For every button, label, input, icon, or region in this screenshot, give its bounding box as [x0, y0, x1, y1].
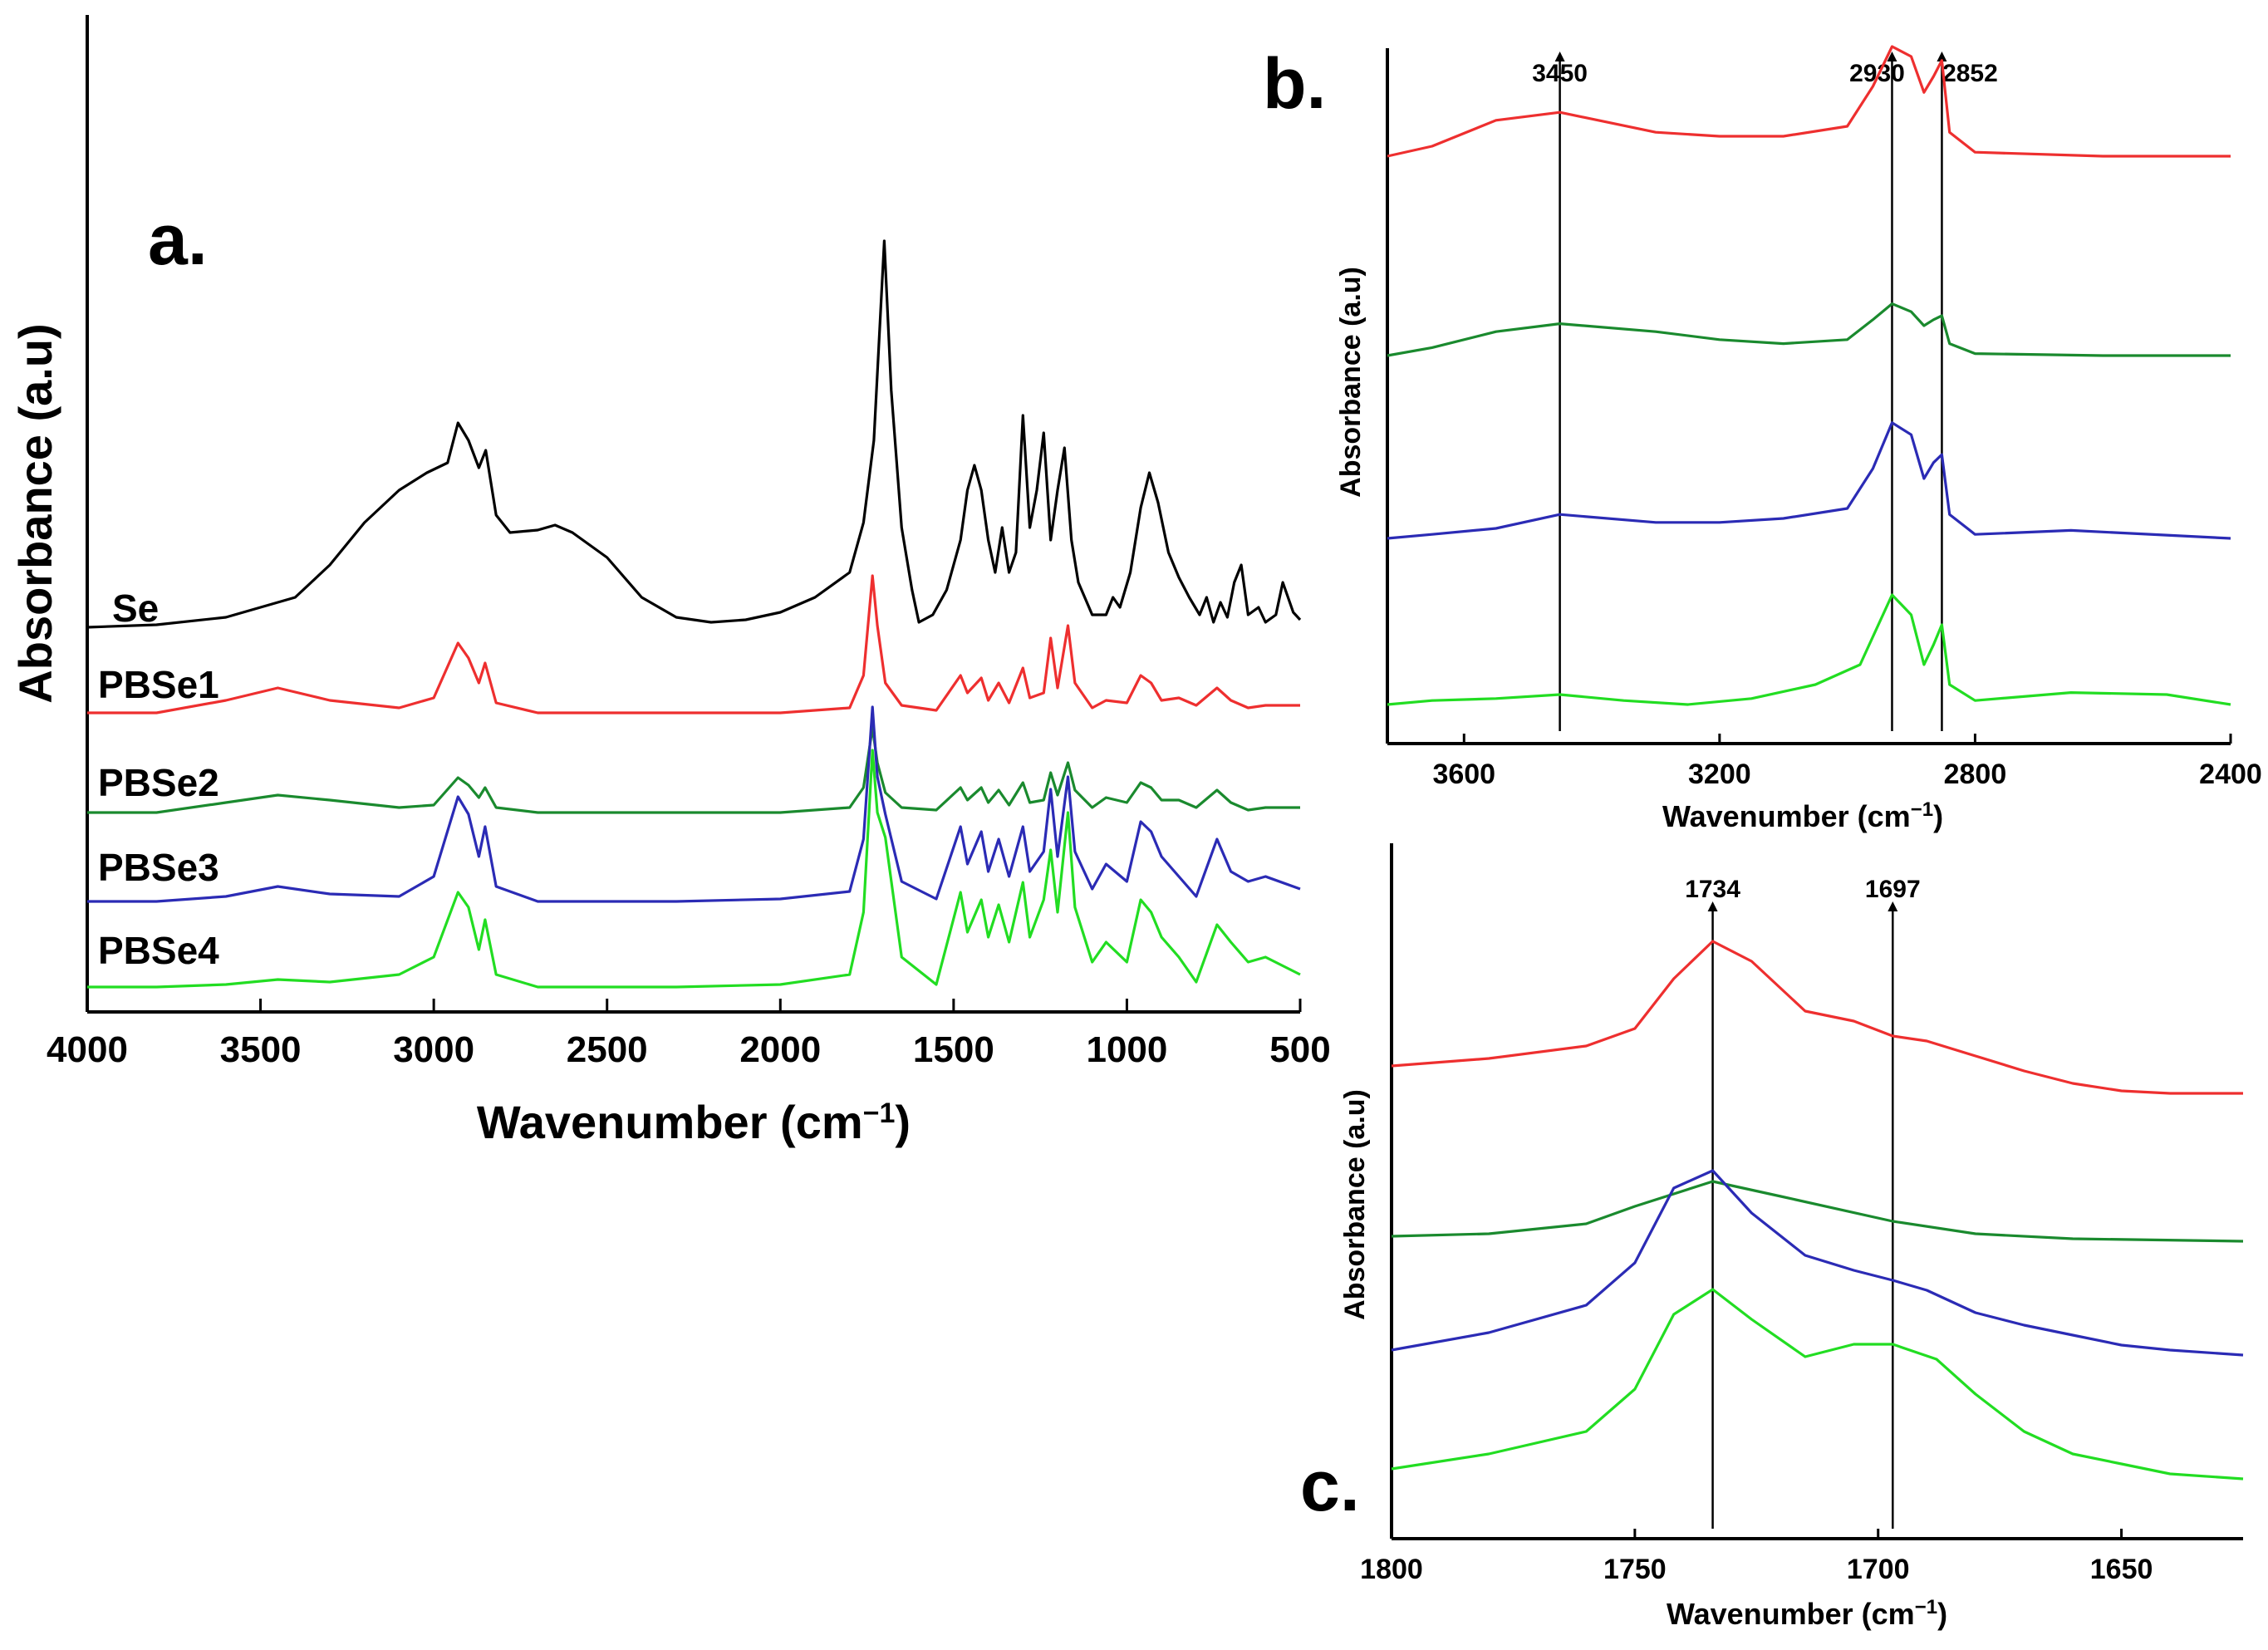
panel-a-y-label: Absorbance (a.u): [9, 323, 61, 703]
panel-c-peak-label-1734: 1734: [1685, 876, 1740, 903]
panel-c-plot: 1800 1750 1700 1650 1734 1697 c. Wavenumber …: [1300, 843, 2244, 1632]
panel-b-peak-label-2930: 2930: [1849, 60, 1905, 87]
panel-a-traces: [86, 239, 1302, 989]
panel-c-trace-pbse3: [1391, 1169, 2244, 1357]
panel-c-x-ticks: 1800 1750 1700 1650: [1360, 1529, 2153, 1585]
panel-c-tick-label-1650: 1650: [2090, 1554, 2153, 1585]
panel-b-tick-label-2400: 2400: [2199, 759, 2262, 790]
panel-a-trace-pbse3: [87, 705, 1301, 903]
panel-b-arrow-2930: [1887, 52, 1897, 61]
panel-b-peak-label-2852: 2852: [1942, 60, 1998, 87]
panel-a-tick-label-2000: 2000: [739, 1029, 821, 1070]
panel-a-tick-label-2500: 2500: [567, 1029, 648, 1070]
panel-a-trace-pbse2: [87, 726, 1300, 814]
panel-b-tick-label-2800: 2800: [1944, 759, 2007, 790]
panel-b-plot: 3600 3200 2800 2400 3450 2930 2852 b. Wavenum…: [1263, 44, 2262, 833]
panel-a-trace-pbse4: [87, 749, 1301, 989]
panel-c-letter: c.: [1300, 1446, 1360, 1526]
panel-c-trace-pbse2: [1391, 1180, 2244, 1243]
panel-a-tick-label-1000: 1000: [1086, 1029, 1167, 1070]
panel-b-y-label: Absorbance (a.u): [1335, 267, 1367, 498]
panel-c-peak-label-1697: 1697: [1865, 876, 1921, 903]
panel-a-x-label: Wavenumber (cm−1): [477, 1096, 911, 1148]
panel-c-traces: [1391, 940, 2244, 1481]
series-label-pbse1: PBSe1: [98, 663, 219, 706]
panel-b-arrow-2852: [1937, 52, 1947, 61]
panel-b-trace-pbse1: [1387, 45, 2231, 158]
panel-c-trace-pbse1: [1391, 940, 2243, 1095]
panel-b-trace-pbse3: [1387, 421, 2231, 540]
series-label-pbse4: PBSe4: [98, 929, 219, 972]
panel-b-tick-label-3200: 3200: [1688, 759, 1751, 790]
panel-c-tick-label-1700: 1700: [1847, 1554, 1910, 1585]
panel-a-trace-pbse1: [87, 574, 1300, 715]
panel-a-letter: a.: [148, 200, 208, 280]
panel-a-tick-label-3000: 3000: [393, 1029, 474, 1070]
series-label-pbse2: PBSe2: [98, 761, 219, 804]
panel-a-x-ticks: 4000 3500 3000 2500 2000 1500 1000 500: [47, 999, 1331, 1070]
panel-b-x-ticks: 3600 3200 2800 2400: [1432, 734, 2262, 790]
panel-b-peak-markers: 3450 2930 2852: [1532, 52, 1998, 731]
panel-b-letter: b.: [1263, 44, 1326, 124]
panel-b-arrow-3450: [1554, 52, 1565, 61]
panel-b-trace-pbse4: [1387, 593, 2231, 706]
panel-a-plot: 4000 3500 3000 2500 2000 1500 1000 500 a. Se PB…: [9, 15, 1331, 1148]
panel-a-tick-label-1500: 1500: [913, 1029, 994, 1070]
panel-c-tick-label-1800: 1800: [1360, 1554, 1423, 1585]
panel-c-x-label: Wavenumber (cm−1): [1667, 1596, 1947, 1632]
panel-a-tick-label-4000: 4000: [47, 1029, 128, 1070]
panel-c-arrow-1697: [1888, 901, 1898, 911]
panel-b-trace-pbse2: [1387, 302, 2231, 357]
series-label-se: Se: [112, 587, 159, 630]
panel-b-traces: [1387, 45, 2231, 706]
panel-b-tick-label-3600: 3600: [1432, 759, 1495, 790]
panel-c-tick-label-1750: 1750: [1603, 1554, 1667, 1585]
panel-b-peak-label-3450: 3450: [1532, 60, 1588, 87]
panel-a-tick-label-500: 500: [1269, 1029, 1330, 1070]
panel-c-arrow-1734: [1707, 901, 1718, 911]
panel-c-peak-markers: 1734 1697: [1685, 876, 1921, 1529]
series-label-pbse3: PBSe3: [98, 846, 219, 889]
panel-c-y-label: Absorbance (a.u): [1339, 1089, 1371, 1320]
panel-c-trace-pbse4: [1391, 1288, 2244, 1481]
panel-a-trace-se: [86, 239, 1302, 629]
panel-a-tick-label-3500: 3500: [220, 1029, 302, 1070]
panel-b-x-label: Wavenumber (cm−1): [1662, 798, 1943, 834]
